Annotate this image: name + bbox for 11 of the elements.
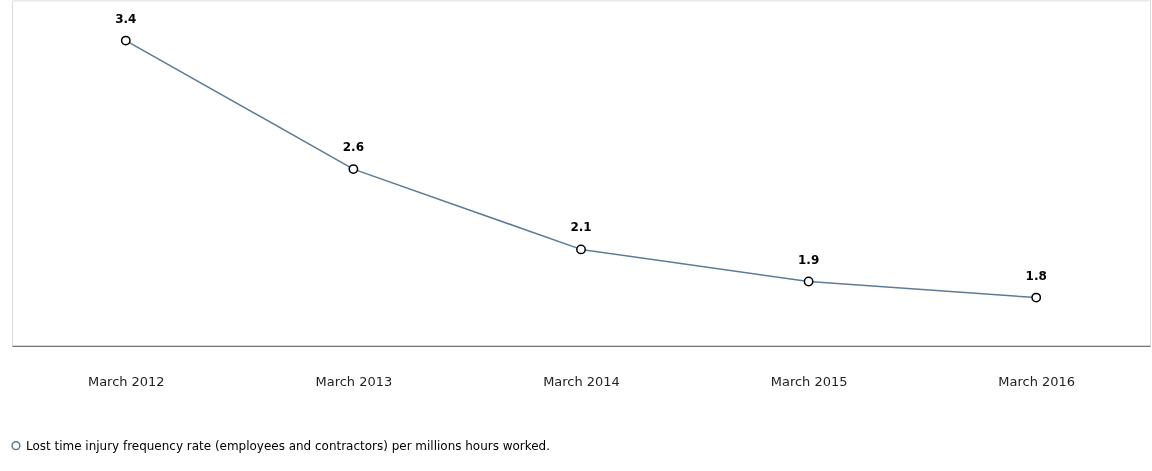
x-tick-label: March 2015 [770,374,848,390]
data-label: 3.4 [115,11,137,26]
legend-label: Lost time injury frequency rate (employees and contractors) per millions hours worked. [25,438,551,453]
x-tick-label: March 2014 [543,374,620,390]
data-label: 1.9 [797,252,820,267]
data-label: 2.6 [342,140,364,155]
data-label: 1.8 [1025,268,1047,283]
x-tick-label: March 2012 [87,374,165,390]
data-label: 2.1 [570,220,592,235]
x-tick-label: March 2016 [998,374,1076,390]
x-tick-label: March 2013 [315,374,393,390]
